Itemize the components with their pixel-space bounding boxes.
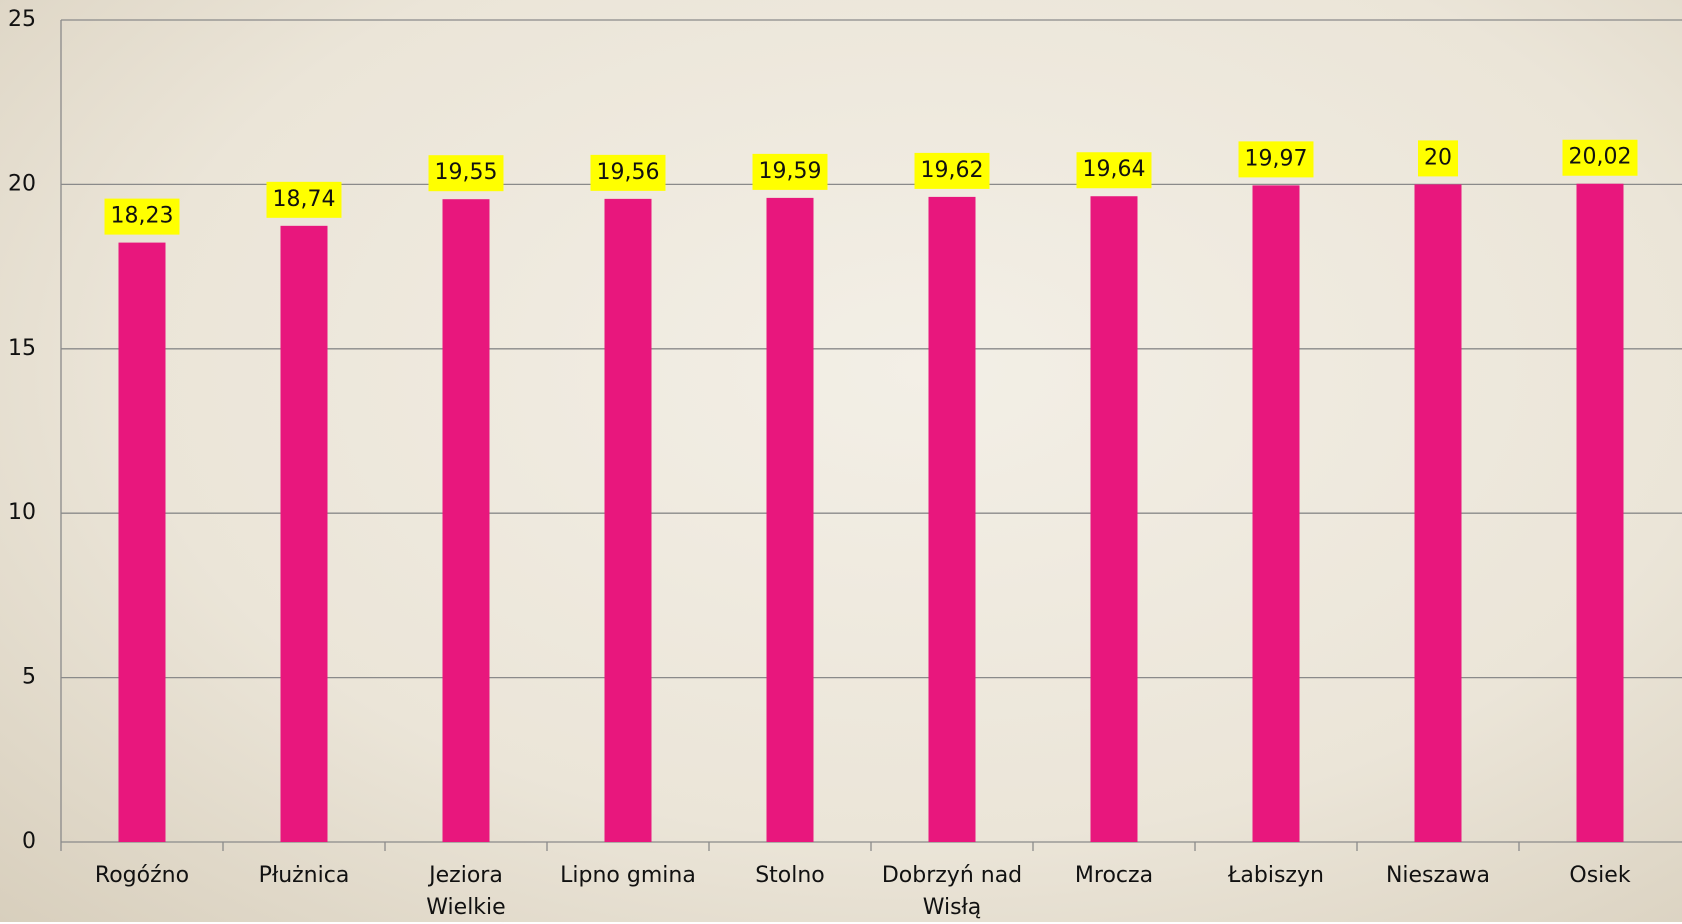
- bar: [443, 199, 490, 842]
- value-label: 18,74: [273, 187, 336, 212]
- bar: [119, 243, 166, 842]
- y-tick-label: 15: [8, 336, 36, 361]
- value-label: 19,64: [1083, 157, 1146, 182]
- bar: [929, 197, 976, 842]
- value-label: 20: [1424, 145, 1452, 170]
- x-tick-label: Osiek: [1523, 860, 1677, 892]
- x-tick-label: Rogóźno: [65, 860, 219, 892]
- value-label: 19,59: [759, 159, 822, 184]
- bar: [1577, 184, 1624, 842]
- y-tick-label: 25: [8, 7, 36, 32]
- bar: [1091, 196, 1138, 842]
- x-tick-label: Stolno: [713, 860, 867, 892]
- chart: 0 5 10 15 20 25 18,23 18,74 19,55 19,56 19,59 19,62…: [0, 0, 1682, 922]
- y-tick-label: 10: [8, 500, 36, 525]
- y-tick-label: 5: [22, 665, 36, 690]
- bar: [767, 198, 814, 842]
- x-tick-label: Lipno gmina: [551, 860, 705, 892]
- value-label: 19,62: [921, 158, 984, 183]
- value-label: 19,56: [597, 160, 660, 185]
- y-tick-label: 20: [8, 171, 36, 196]
- x-tick-label: Jeziora Wielkie: [389, 860, 543, 924]
- bar: [1415, 184, 1462, 842]
- value-label: 19,55: [435, 160, 498, 185]
- value-label: 18,23: [111, 204, 174, 229]
- x-tick-label: Płużnica: [227, 860, 381, 892]
- x-tick-label: Łabiszyn: [1199, 860, 1353, 892]
- x-tick-label: Nieszawa: [1361, 860, 1515, 892]
- x-tick-label: Dobrzyń nad Wisłą: [875, 860, 1029, 924]
- y-tick-label: 0: [22, 829, 36, 854]
- value-label: 20,02: [1569, 145, 1632, 170]
- value-label: 19,97: [1245, 146, 1308, 171]
- bar: [605, 199, 652, 842]
- bar: [281, 226, 328, 842]
- x-tick-label: Mrocza: [1037, 860, 1191, 892]
- page: 0 5 10 15 20 25 18,23 18,74 19,55 19,56 19,59 19,62…: [0, 0, 1682, 922]
- bar: [1253, 185, 1300, 842]
